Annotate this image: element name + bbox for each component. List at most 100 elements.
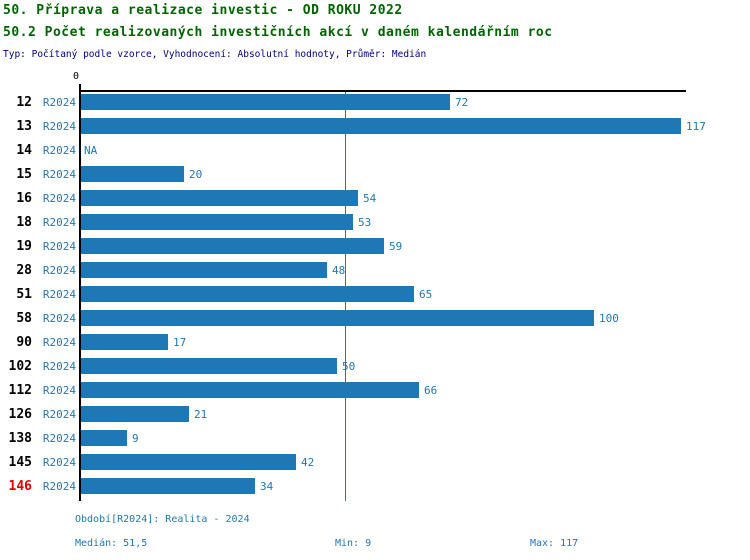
chart-subtitle: Typ: Počítaný podle vzorce, Vyhodnocení:…: [3, 49, 427, 60]
bar-area: 59: [81, 238, 402, 254]
bar-value-label: 34: [260, 479, 274, 493]
bar-area: 9: [81, 430, 139, 446]
y-axis-line: [79, 84, 81, 501]
chart-row: 18 R2024 53: [0, 210, 750, 234]
bar-value-label: 17: [173, 335, 187, 349]
bar: [81, 118, 681, 134]
chart-row: 12 R2024 72: [0, 90, 750, 114]
bar-value-label: 54: [363, 191, 377, 205]
bar: [81, 262, 327, 278]
chart-row: 112 R2024 66: [0, 378, 750, 402]
row-id-label: 146: [8, 478, 32, 494]
bar: [81, 214, 353, 230]
row-period-label: R2024: [42, 431, 76, 445]
bar: [81, 382, 419, 398]
chart-row: 16 R2024 54: [0, 186, 750, 210]
chart-row: 51 R2024 65: [0, 282, 750, 306]
row-id-label: 15: [16, 166, 32, 182]
bar: [81, 430, 127, 446]
bar-value-label: NA: [84, 143, 98, 157]
x-axis-top-line: [79, 90, 686, 92]
row-period-label: R2024: [42, 455, 76, 469]
bar-area: 50: [81, 358, 355, 374]
bar-value-label: 50: [342, 359, 356, 373]
bar: [81, 358, 337, 374]
chart-title-line1: 50. Příprava a realizace investic - OD R…: [3, 3, 403, 18]
bar-area: 17: [81, 334, 186, 350]
row-period-label: R2024: [42, 143, 76, 157]
bar-value-label: 100: [599, 311, 619, 325]
bar-value-label: 20: [189, 167, 203, 181]
chart-row: 58 R2024 100: [0, 306, 750, 330]
bar-value-label: 59: [389, 239, 403, 253]
chart-row: 102 R2024 50: [0, 354, 750, 378]
bar-area: 54: [81, 190, 376, 206]
bar-area: 65: [81, 286, 432, 302]
row-id-label: 19: [16, 238, 32, 254]
chart-row: 13 R2024 117: [0, 114, 750, 138]
bar: [81, 454, 296, 470]
bar-value-label: 48: [332, 263, 346, 277]
bar-area: 34: [81, 478, 273, 494]
row-period-label: R2024: [42, 407, 76, 421]
bar: [81, 310, 594, 326]
bar: [81, 190, 358, 206]
chart-row: 145 R2024 42: [0, 450, 750, 474]
row-period-label: R2024: [42, 167, 76, 181]
bar-area: 53: [81, 214, 371, 230]
bar-area: 42: [81, 454, 314, 470]
row-id-label: 13: [16, 118, 32, 134]
row-period-label: R2024: [42, 239, 76, 253]
row-id-label: 126: [8, 406, 32, 422]
row-id-label: 51: [16, 286, 32, 302]
bar: [81, 166, 184, 182]
chart-row: 14 R2024 NA: [0, 138, 750, 162]
row-id-label: 12: [16, 94, 32, 110]
row-id-label: 90: [16, 334, 32, 350]
chart-row: 138 R2024 9: [0, 426, 750, 450]
bar-value-label: 117: [686, 119, 706, 133]
row-period-label: R2024: [42, 359, 76, 373]
row-id-label: 16: [16, 190, 32, 206]
bar-value-label: 53: [358, 215, 372, 229]
bar: [81, 286, 414, 302]
chart-title-line2: 50.2 Počet realizovaných investičních ak…: [3, 25, 553, 40]
bar: [81, 478, 255, 494]
chart-row: 15 R2024 20: [0, 162, 750, 186]
x-axis-zero-tick-label: 0: [72, 71, 80, 82]
bar-area: 48: [81, 262, 345, 278]
footer-period-info: Období[R2024]: Realita - 2024: [75, 514, 250, 525]
chart-rows: 12 R2024 72 13 R2024 117 14 R2024 NA 15 …: [0, 90, 750, 498]
chart-row: 28 R2024 48: [0, 258, 750, 282]
row-id-label: 28: [16, 262, 32, 278]
footer-min-label: Min: 9: [335, 538, 372, 549]
footer-max-label: Max: 117: [530, 538, 579, 549]
row-period-label: R2024: [42, 119, 76, 133]
row-period-label: R2024: [42, 479, 76, 493]
bar: [81, 238, 384, 254]
bar-value-label: 72: [455, 95, 469, 109]
row-id-label: 145: [8, 454, 32, 470]
row-id-label: 18: [16, 214, 32, 230]
bar-area: NA: [81, 142, 97, 158]
bar-value-label: 66: [424, 383, 438, 397]
bar-value-label: 65: [419, 287, 433, 301]
row-period-label: R2024: [42, 311, 76, 325]
bar-area: 72: [81, 94, 468, 110]
row-period-label: R2024: [42, 287, 76, 301]
chart-row: 146 R2024 34: [0, 474, 750, 498]
row-period-label: R2024: [42, 191, 76, 205]
bar: [81, 406, 189, 422]
footer-median-label: Medián: 51,5: [75, 538, 148, 549]
bar-value-label: 21: [194, 407, 208, 421]
row-period-label: R2024: [42, 95, 76, 109]
row-period-label: R2024: [42, 335, 76, 349]
bar-value-label: 42: [301, 455, 315, 469]
bar: [81, 334, 168, 350]
row-id-label: 112: [8, 382, 32, 398]
bar-value-label: 9: [132, 431, 139, 445]
bar-area: 21: [81, 406, 207, 422]
row-id-label: 58: [16, 310, 32, 326]
bar-area: 117: [81, 118, 706, 134]
